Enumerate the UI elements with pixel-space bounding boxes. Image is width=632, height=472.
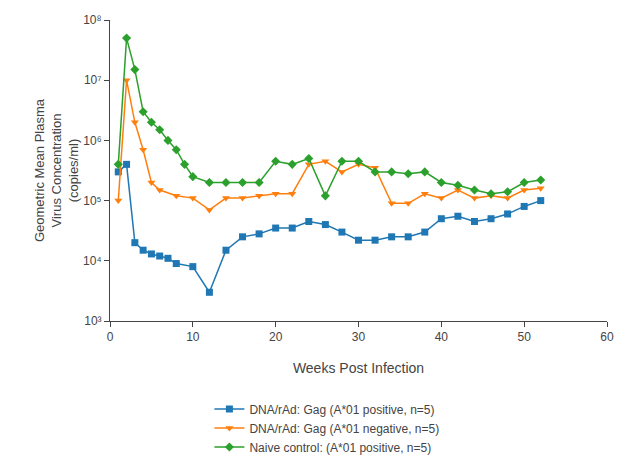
svg-text:20: 20 — [269, 330, 283, 344]
svg-text:30: 30 — [352, 330, 366, 344]
svg-text:10⁶: 10⁶ — [83, 134, 101, 148]
svg-text:Weeks Post Infection: Weeks Post Infection — [293, 360, 424, 376]
svg-text:10⁴: 10⁴ — [83, 254, 102, 268]
svg-text:Naive control: (A*01 positive,: Naive control: (A*01 positive, n=5) — [249, 441, 431, 455]
svg-text:0: 0 — [107, 330, 114, 344]
svg-text:10⁵: 10⁵ — [83, 194, 101, 208]
svg-text:40: 40 — [435, 330, 449, 344]
svg-text:10⁸: 10⁸ — [83, 13, 101, 27]
svg-text:10³: 10³ — [84, 314, 101, 328]
svg-text:10⁷: 10⁷ — [84, 73, 102, 87]
svg-text:10: 10 — [186, 330, 200, 344]
svg-text:DNA/rAd: Gag (A*01 positive, n: DNA/rAd: Gag (A*01 positive, n=5) — [249, 403, 434, 417]
svg-text:DNA/rAd: Gag (A*01 negative, n: DNA/rAd: Gag (A*01 negative, n=5) — [249, 422, 439, 436]
svg-text:60: 60 — [600, 330, 614, 344]
svg-text:50: 50 — [517, 330, 531, 344]
svg-text:Geometric Mean PlasmaVirus Con: Geometric Mean PlasmaVirus Concentration… — [32, 98, 81, 242]
